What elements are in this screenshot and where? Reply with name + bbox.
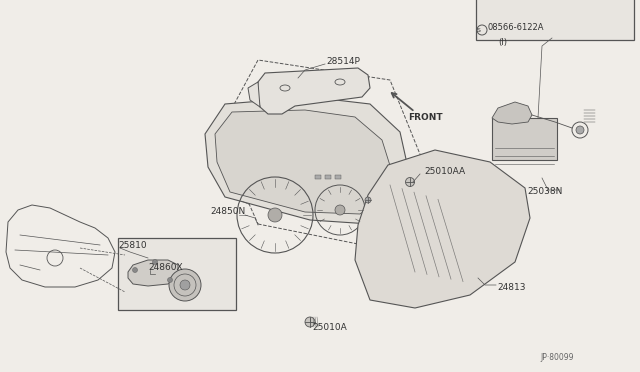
Text: 25810: 25810 (118, 241, 147, 250)
Polygon shape (355, 150, 530, 308)
Text: S: S (477, 28, 481, 32)
Text: 25010AA: 25010AA (424, 167, 465, 176)
Text: 24850N: 24850N (210, 208, 245, 217)
Bar (476, 0, 634, 40)
Text: 25010A: 25010A (312, 324, 347, 333)
Circle shape (169, 269, 201, 301)
Circle shape (305, 317, 315, 327)
Bar (335, 175, 341, 179)
Circle shape (168, 278, 173, 282)
Polygon shape (128, 260, 178, 286)
Circle shape (180, 280, 190, 290)
Circle shape (268, 208, 282, 222)
Text: 24813: 24813 (497, 283, 525, 292)
Bar (118, 238, 236, 310)
Circle shape (335, 205, 345, 215)
Text: FRONT: FRONT (408, 113, 443, 122)
Polygon shape (248, 82, 260, 107)
Circle shape (576, 126, 584, 134)
Text: 24860X: 24860X (148, 263, 182, 273)
Text: 25038N: 25038N (527, 187, 563, 196)
Circle shape (365, 197, 371, 203)
Polygon shape (215, 110, 392, 214)
Polygon shape (205, 97, 410, 224)
Circle shape (406, 177, 415, 186)
Text: JP·80099: JP·80099 (540, 353, 573, 362)
Circle shape (152, 260, 157, 264)
Text: 08566-6122A: 08566-6122A (488, 23, 545, 32)
Bar (492, 118, 557, 160)
Text: 28514P: 28514P (326, 58, 360, 67)
Bar (315, 175, 321, 179)
Bar (325, 175, 331, 179)
Polygon shape (257, 68, 370, 114)
Circle shape (132, 267, 138, 273)
Text: (I): (I) (498, 38, 507, 46)
Polygon shape (492, 102, 532, 124)
